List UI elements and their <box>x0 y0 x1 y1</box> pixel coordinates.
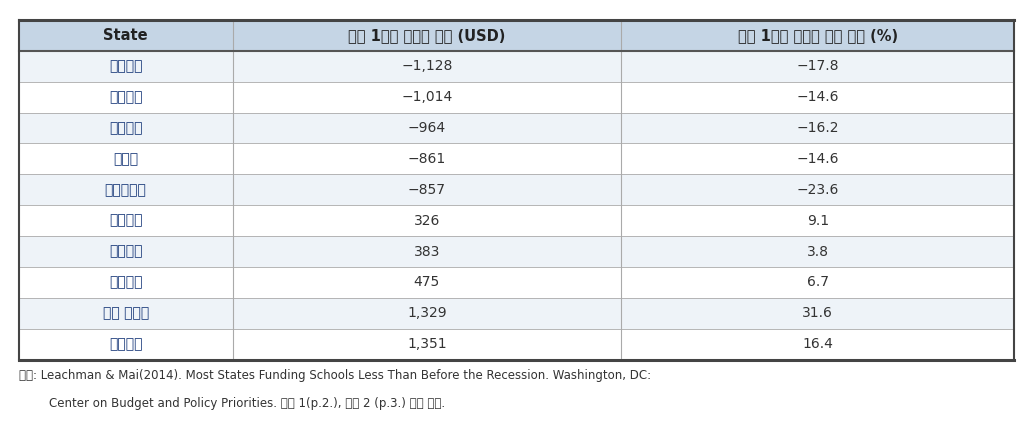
Text: 31.6: 31.6 <box>803 306 834 320</box>
Text: 델라웨어: 델라웨어 <box>108 275 143 289</box>
Text: 알래스카: 알래스카 <box>108 337 143 351</box>
Bar <box>232 113 621 143</box>
Bar <box>19 20 232 51</box>
Bar <box>19 82 232 113</box>
Bar <box>232 20 621 51</box>
Text: 1,329: 1,329 <box>407 306 446 320</box>
Text: 노스 다코타: 노스 다코타 <box>102 306 149 320</box>
Text: −14.6: −14.6 <box>796 90 839 104</box>
Bar <box>232 174 621 205</box>
Bar <box>621 143 1014 174</box>
Bar <box>19 113 232 143</box>
Bar <box>19 174 232 205</box>
Bar <box>232 82 621 113</box>
Text: 383: 383 <box>413 245 440 258</box>
Text: 아이다호: 아이다호 <box>108 121 143 135</box>
Text: State: State <box>103 28 148 43</box>
Text: −16.2: −16.2 <box>796 121 839 135</box>
Text: 코네티컷: 코네티컷 <box>108 214 143 228</box>
Bar <box>19 205 232 236</box>
Bar <box>19 298 232 329</box>
Bar <box>232 236 621 267</box>
Bar <box>621 205 1014 236</box>
Text: 앨리배마: 앨리배마 <box>108 59 143 73</box>
Text: 1,351: 1,351 <box>407 337 446 351</box>
Bar <box>232 51 621 82</box>
Text: −23.6: −23.6 <box>796 183 839 197</box>
Text: 9.1: 9.1 <box>807 214 828 228</box>
Text: 오클라호마: 오클라호마 <box>104 183 147 197</box>
Text: 학생 1인당 교육비 변화 (USD): 학생 1인당 교육비 변화 (USD) <box>348 28 505 43</box>
Bar <box>621 236 1014 267</box>
Bar <box>19 267 232 298</box>
Text: −857: −857 <box>408 183 446 197</box>
Text: 출처: Leachman & Mai(2014). Most States Funding Schools Less Than Before the Reces: 출처: Leachman & Mai(2014). Most States Fu… <box>19 369 651 381</box>
Bar <box>232 329 621 360</box>
Bar <box>232 298 621 329</box>
Bar <box>621 82 1014 113</box>
Text: 3.8: 3.8 <box>807 245 828 258</box>
Bar <box>621 113 1014 143</box>
Text: −964: −964 <box>408 121 446 135</box>
Text: 16.4: 16.4 <box>803 337 834 351</box>
Bar <box>621 329 1014 360</box>
Text: 326: 326 <box>413 214 440 228</box>
Bar <box>19 143 232 174</box>
Text: 캔사스: 캔사스 <box>113 152 138 166</box>
Bar <box>621 267 1014 298</box>
Bar <box>621 298 1014 329</box>
Bar <box>621 51 1014 82</box>
Bar <box>19 236 232 267</box>
Bar <box>621 20 1014 51</box>
Text: 위스콘신: 위스콘신 <box>108 90 143 104</box>
Text: 미네소타: 미네소타 <box>108 245 143 258</box>
Text: −14.6: −14.6 <box>796 152 839 166</box>
Text: −1,128: −1,128 <box>401 59 452 73</box>
Text: −861: −861 <box>408 152 446 166</box>
Bar <box>232 143 621 174</box>
Text: −17.8: −17.8 <box>796 59 839 73</box>
Bar <box>621 174 1014 205</box>
Text: Center on Budget and Policy Priorities. 그림 1(p.2.), 그림 2 (p.3.) 일부 인용.: Center on Budget and Policy Priorities. … <box>19 397 445 410</box>
Text: 475: 475 <box>414 275 440 289</box>
Text: 6.7: 6.7 <box>807 275 828 289</box>
Text: 학생 1인당 교육비 비율 변화 (%): 학생 1인당 교육비 비율 변화 (%) <box>738 28 898 43</box>
Text: −1,014: −1,014 <box>401 90 452 104</box>
Bar <box>19 51 232 82</box>
Bar <box>19 329 232 360</box>
Bar <box>232 267 621 298</box>
Bar <box>232 205 621 236</box>
